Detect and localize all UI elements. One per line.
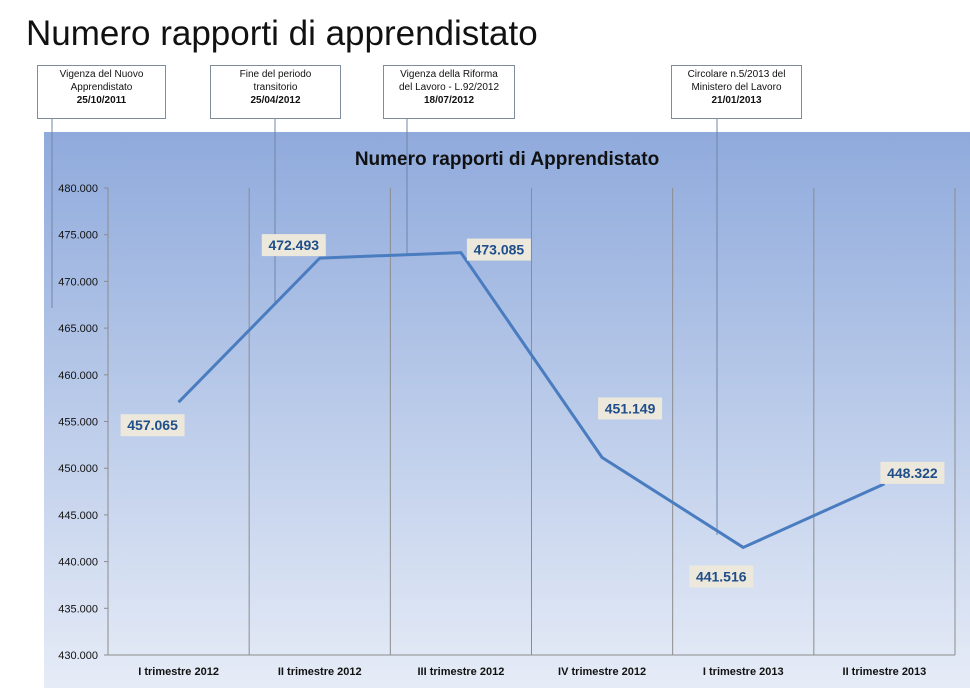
callout-line2: del Lavoro - L.92/2012 — [398, 82, 500, 93]
data-label-box — [689, 565, 754, 588]
x-tick-label: II trimestre 2012 — [278, 666, 362, 678]
callout-line1: Circolare n.5/2013 del — [687, 69, 786, 80]
y-tick-label: 475.000 — [58, 230, 98, 242]
x-tick-label: III trimestre 2012 — [417, 666, 504, 678]
x-tick-label: IV trimestre 2012 — [558, 666, 646, 678]
data-label: 448.322 — [887, 465, 938, 481]
y-tick-label: 460.000 — [58, 370, 98, 382]
callout-date: 25/04/2012 — [250, 95, 301, 106]
callout-line1: Vigenza della Riforma — [400, 69, 498, 80]
callout-date: 21/01/2013 — [711, 95, 762, 106]
data-label-box — [120, 414, 185, 437]
chart-title: Numero rapporti di Apprendistato — [355, 149, 659, 170]
series-line — [177, 251, 886, 549]
tick-labels: 430.000 435.000 440.000 445.000 450.000 455.0… — [58, 183, 926, 678]
data-label: 441.516 — [696, 568, 747, 584]
callout-date: 25/10/2011 — [76, 95, 127, 106]
y-tick-label: 470.000 — [58, 276, 98, 288]
gridlines — [248, 188, 956, 655]
callout-line1: Vigenza del Nuovo — [59, 69, 144, 80]
data-label-box — [261, 234, 326, 257]
data-label: 457.065 — [127, 417, 178, 433]
data-label-box — [466, 238, 531, 261]
y-tick-label: 480.000 — [58, 183, 98, 195]
callout-riforma-lavoro: Vigenza della Riforma del Lavoro - L.92/… — [383, 65, 515, 119]
data-label: 472.493 — [268, 237, 319, 253]
callout-fine-periodo-transitorio: Fine del periodo transitorio 25/04/2012 — [210, 65, 341, 119]
y-tick-label: 450.000 — [58, 463, 98, 475]
y-tick-label: 465.000 — [58, 323, 98, 335]
y-tick-label: 435.000 — [58, 603, 98, 615]
callout-line1: Fine del periodo — [239, 69, 312, 80]
callout-circolare-ministero: Circolare n.5/2013 del Ministero del Lav… — [671, 65, 802, 119]
data-label-box — [598, 397, 663, 420]
y-tick-label: 430.000 — [58, 650, 98, 662]
x-tick-label: II trimestre 2013 — [843, 666, 927, 678]
data-label: 473.085 — [474, 242, 525, 258]
callout-date: 18/07/2012 — [423, 95, 475, 106]
data-label-box — [880, 461, 945, 484]
y-tick-label: 445.000 — [58, 510, 98, 522]
x-tick-label: I trimestre 2013 — [703, 666, 784, 678]
callout-line2: transitorio — [253, 82, 298, 93]
series — [177, 251, 886, 549]
y-tick-label: 440.000 — [58, 557, 98, 569]
callout-nuovo-apprendistato: Vigenza del Nuovo Apprendistato 25/10/20… — [37, 65, 166, 119]
callout-line2: Ministero del Lavoro — [691, 82, 782, 93]
x-tick-label: I trimestre 2012 — [138, 666, 219, 678]
chart-area — [44, 132, 970, 688]
data-label: 451.149 — [605, 400, 656, 416]
y-tick-label: 455.000 — [58, 417, 98, 429]
callout-line2: Apprendistato — [70, 82, 133, 93]
slide-title: Numero rapporti di apprendistato — [26, 14, 538, 53]
callout-leader-lines — [51, 119, 718, 535]
data-labels: 457.065 472.493 473.085 451.149 441.516 448.3… — [120, 234, 945, 588]
